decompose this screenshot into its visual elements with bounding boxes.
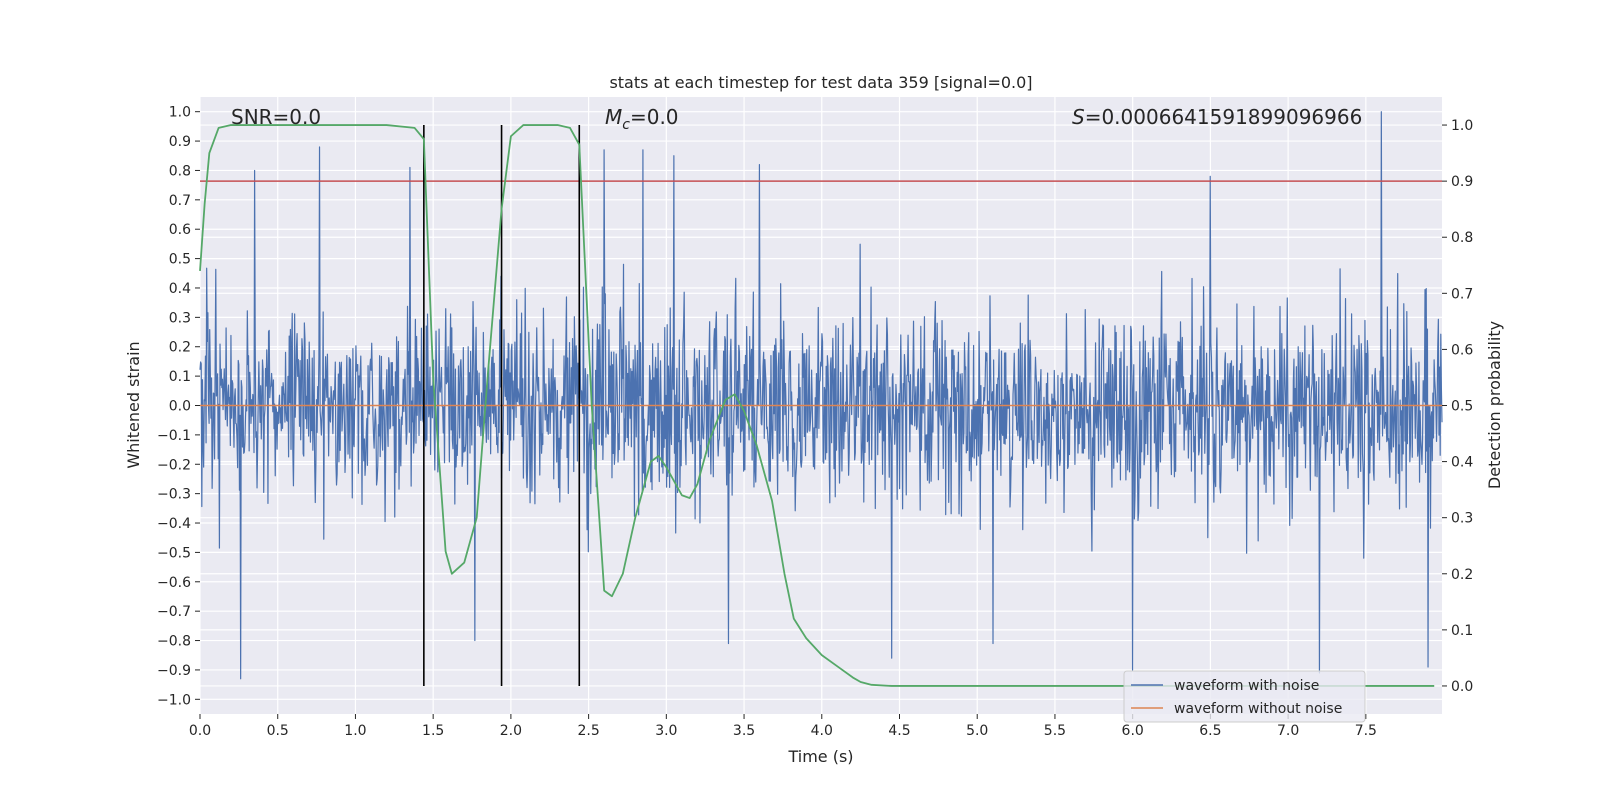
detection-probability-line xyxy=(199,124,1435,687)
legend-label-clean: waveform without noise xyxy=(1174,701,1342,717)
x-tick-label: 0.0 xyxy=(189,723,211,739)
snr-annotation: SNR=0.0 xyxy=(231,105,321,129)
left-y-tick-label: −0.6 xyxy=(157,575,191,591)
x-axis: 0.0 0.5 1.0 1.5 2.0 2.5 3.0 3.5 4.0 4.5 5.0 5.5 6.0 6… xyxy=(189,714,1377,739)
left-y-tick-label: 0.1 xyxy=(169,369,191,385)
left-y-tick-label: −0.7 xyxy=(157,604,191,620)
right-y-tick-label: 0.4 xyxy=(1451,455,1473,471)
x-tick-label: 4.0 xyxy=(811,723,833,739)
x-tick-label: 2.5 xyxy=(577,723,599,739)
chart-title: stats at each timestep for test data 359… xyxy=(609,73,1032,92)
s-symbol: S xyxy=(1072,105,1085,129)
left-y-tick-label: 0.6 xyxy=(169,222,191,238)
left-y-tick-label: −0.8 xyxy=(157,634,191,650)
mc-symbol: M xyxy=(605,105,622,129)
x-tick-label: 5.0 xyxy=(966,723,988,739)
legend: waveform with noise waveform without noi… xyxy=(1123,670,1366,723)
x-tick-label: 1.0 xyxy=(344,723,366,739)
x-tick-label: 7.5 xyxy=(1355,723,1377,739)
left-y-axis: 1.0 0.9 0.8 0.7 0.6 0.5 0.4 0.3 0.2 0.1 0.0 −0.1 −0.… xyxy=(157,105,200,708)
mc-subscript: c xyxy=(622,117,630,133)
legend-label-noise: waveform with noise xyxy=(1174,678,1319,694)
x-axis-label: Time (s) xyxy=(787,747,853,766)
left-y-tick-label: −1.0 xyxy=(157,692,191,708)
x-tick-label: 6.5 xyxy=(1199,723,1221,739)
x-tick-label: 2.0 xyxy=(500,723,522,739)
left-y-tick-label: 1.0 xyxy=(169,105,191,121)
x-tick-label: 4.5 xyxy=(888,723,910,739)
left-y-tick-label: 0.2 xyxy=(169,340,191,356)
x-tick-label: 3.5 xyxy=(733,723,755,739)
x-tick-label: 7.0 xyxy=(1277,723,1299,739)
left-y-tick-label: −0.5 xyxy=(157,545,191,561)
mc-annotation: Mc=0.0 xyxy=(605,105,679,133)
right-y-axis-label: Detection probability xyxy=(1485,321,1504,489)
legend-box xyxy=(1123,670,1366,723)
plot-overlays xyxy=(199,124,1442,687)
x-tick-label: 0.5 xyxy=(267,723,289,739)
right-y-tick-label: 0.5 xyxy=(1451,399,1473,415)
left-y-tick-label: −0.9 xyxy=(157,663,191,679)
left-y-tick-label: 0.0 xyxy=(169,399,191,415)
x-tick-label: 5.5 xyxy=(1044,723,1066,739)
right-y-axis: 1.0 0.9 0.8 0.7 0.6 0.5 0.4 0.3 0.2 0.1 0.0 xyxy=(1442,118,1473,695)
left-y-tick-label: 0.8 xyxy=(169,163,191,179)
left-y-tick-label: 0.3 xyxy=(169,310,191,326)
noise-series xyxy=(199,111,1443,680)
right-y-tick-label: 0.3 xyxy=(1451,511,1473,527)
x-tick-label: 3.0 xyxy=(655,723,677,739)
right-y-tick-label: 0.9 xyxy=(1451,174,1473,190)
waveform-with-noise-line xyxy=(199,111,1443,680)
left-y-axis-label: Whitened strain xyxy=(124,341,143,468)
s-value: =0.0006641591899096966 xyxy=(1085,105,1363,129)
left-y-tick-label: 0.5 xyxy=(169,252,191,268)
s-annotation: S=0.0006641591899096966 xyxy=(1072,105,1362,129)
right-y-tick-label: 0.6 xyxy=(1451,342,1473,358)
x-tick-label: 1.5 xyxy=(422,723,444,739)
left-y-tick-label: −0.3 xyxy=(157,487,191,503)
left-y-tick-label: −0.4 xyxy=(157,516,191,532)
right-y-tick-label: 0.2 xyxy=(1451,567,1473,583)
left-y-tick-label: −0.1 xyxy=(157,428,191,444)
left-y-tick-label: 0.7 xyxy=(169,193,191,209)
right-y-tick-label: 0.8 xyxy=(1451,230,1473,246)
left-y-tick-label: 0.9 xyxy=(169,134,191,150)
right-y-tick-label: 0.7 xyxy=(1451,286,1473,302)
mc-value: =0.0 xyxy=(630,105,679,129)
x-tick-label: 6.0 xyxy=(1122,723,1144,739)
right-y-tick-label: 1.0 xyxy=(1451,118,1473,134)
left-y-tick-label: −0.2 xyxy=(157,457,191,473)
right-y-tick-label: 0.0 xyxy=(1451,679,1473,695)
left-y-tick-label: 0.4 xyxy=(169,281,191,297)
right-y-tick-label: 0.1 xyxy=(1451,623,1473,639)
